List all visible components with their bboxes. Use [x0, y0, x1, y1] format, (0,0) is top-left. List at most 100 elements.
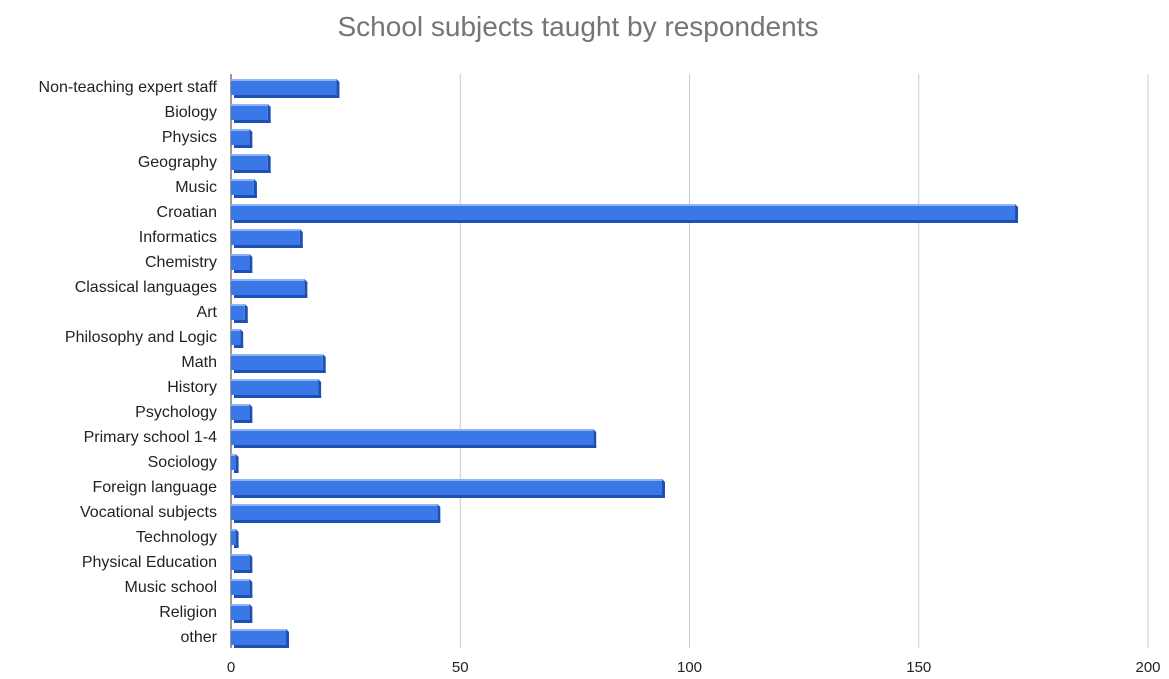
bar-highlight — [231, 429, 594, 431]
bar-side-face — [249, 129, 253, 148]
bar-front-face — [231, 379, 319, 395]
bar-bottom-face — [234, 220, 1019, 223]
bar-front-face — [231, 404, 250, 420]
bar-front-face — [231, 104, 268, 120]
bar — [231, 579, 253, 598]
category-label: Croatian — [157, 204, 217, 221]
bar — [231, 629, 290, 648]
bar-side-face — [304, 279, 308, 298]
bar — [231, 229, 303, 248]
bar — [231, 129, 253, 148]
bar-side-face — [593, 429, 597, 448]
bar-front-face — [231, 254, 250, 270]
category-label: Foreign language — [92, 479, 217, 496]
category-label: Math — [181, 354, 217, 371]
gridlines — [230, 74, 1149, 648]
bar-bottom-face — [234, 295, 308, 298]
bar-highlight — [231, 504, 438, 506]
bar-bottom-face — [234, 170, 271, 173]
bar-highlight — [231, 279, 305, 281]
bar-side-face — [267, 104, 271, 123]
x-tick-label: 200 — [1135, 659, 1160, 676]
bar — [231, 404, 253, 423]
bar-highlight — [231, 129, 250, 131]
bar-bottom-face — [234, 120, 271, 123]
category-label: Technology — [136, 529, 217, 546]
bar-front-face — [231, 529, 236, 545]
bar-highlight — [231, 254, 250, 256]
category-label: Non-teaching expert staff — [39, 79, 218, 96]
bar-side-face — [318, 379, 322, 398]
bar-bottom-face — [234, 570, 253, 573]
bar-highlight — [231, 554, 250, 556]
bar-front-face — [231, 304, 245, 320]
bar-bottom-face — [234, 95, 340, 98]
bar-front-face — [231, 479, 662, 495]
bar — [231, 429, 597, 448]
bar-highlight — [231, 79, 337, 81]
bar-side-face — [322, 354, 326, 373]
bar-front-face — [231, 354, 323, 370]
bar — [231, 379, 322, 398]
bar — [231, 454, 239, 473]
bar-front-face — [231, 429, 594, 445]
category-labels: Non-teaching expert staff Biology Physics G… — [39, 79, 218, 646]
bar-front-face — [231, 329, 241, 345]
category-label: Chemistry — [145, 254, 217, 271]
bar-side-face — [235, 454, 239, 473]
bar-highlight — [231, 354, 323, 356]
bar-bottom-face — [234, 620, 253, 623]
bar-bottom-face — [234, 420, 253, 423]
bar-highlight — [231, 179, 254, 181]
bar — [231, 204, 1019, 223]
x-tick-label: 100 — [677, 659, 702, 676]
bar — [231, 304, 248, 323]
bar — [231, 529, 239, 548]
bar-highlight — [231, 379, 319, 381]
bar-side-face — [249, 579, 253, 598]
bar-front-face — [231, 504, 438, 520]
bar-side-face — [235, 529, 239, 548]
bar-side-face — [244, 304, 248, 323]
bar-front-face — [231, 129, 250, 145]
category-label: Vocational subjects — [80, 504, 217, 521]
bar-highlight — [231, 629, 287, 631]
bar — [231, 504, 441, 523]
bar-front-face — [231, 579, 250, 595]
x-tick-label: 50 — [452, 659, 469, 676]
bar-bottom-face — [234, 395, 322, 398]
bars — [231, 79, 1019, 648]
bar-front-face — [231, 229, 300, 245]
bar-front-face — [231, 204, 1016, 220]
bar — [231, 479, 665, 498]
bar-side-face — [240, 329, 244, 348]
bar-bottom-face — [234, 495, 665, 498]
bar-bottom-face — [234, 370, 326, 373]
bar-bottom-face — [234, 270, 253, 273]
bar-bottom-face — [234, 595, 253, 598]
bar — [231, 329, 244, 348]
bar — [231, 554, 253, 573]
bar-highlight — [231, 304, 245, 306]
x-tick-label: 0 — [227, 659, 235, 676]
bar — [231, 154, 271, 173]
bar-side-face — [249, 404, 253, 423]
category-label: Religion — [159, 604, 217, 621]
category-label: History — [167, 379, 217, 396]
bar-bottom-face — [234, 320, 248, 323]
bar-side-face — [1015, 204, 1019, 223]
x-tick-labels: 0 50 100 150 200 — [227, 659, 1161, 676]
category-label: Music — [175, 179, 217, 196]
category-label: Biology — [165, 104, 217, 121]
bar-highlight — [231, 204, 1016, 206]
bar — [231, 279, 308, 298]
category-label: Psychology — [135, 404, 217, 421]
category-label: Music school — [125, 579, 217, 596]
bar-bottom-face — [234, 445, 597, 448]
bar-side-face — [249, 254, 253, 273]
bar-side-face — [299, 229, 303, 248]
category-label: Sociology — [148, 454, 217, 471]
bar — [231, 604, 253, 623]
bar-bottom-face — [234, 645, 290, 648]
